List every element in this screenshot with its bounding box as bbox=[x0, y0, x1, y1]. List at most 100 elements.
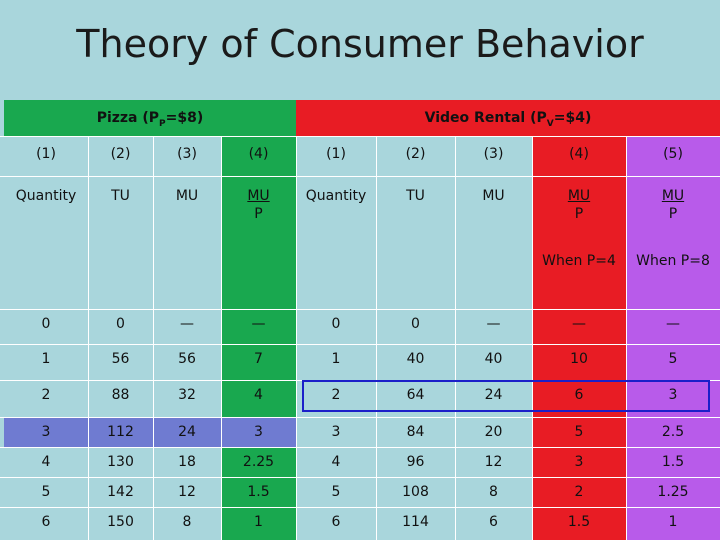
column-number: (3) bbox=[177, 146, 197, 162]
table-cell: 3 bbox=[254, 424, 263, 440]
table-cell: 142 bbox=[107, 484, 134, 500]
table-cell: 6 bbox=[41, 514, 51, 530]
table-cell: 4 bbox=[254, 387, 263, 403]
table-cell: 2 bbox=[41, 387, 51, 403]
table-cell: 0 bbox=[411, 316, 420, 332]
column-divider bbox=[153, 136, 154, 540]
table-cell: 40 bbox=[406, 351, 425, 367]
table-cell: 4 bbox=[41, 454, 51, 470]
column-number: (5) bbox=[663, 146, 683, 162]
column-denominator: P bbox=[668, 206, 678, 222]
table-cell: 1.5 bbox=[661, 454, 685, 470]
column-name: MU bbox=[567, 188, 591, 204]
table-cell: — bbox=[180, 316, 194, 332]
column-name: MU bbox=[247, 188, 270, 204]
column-divider bbox=[88, 136, 89, 540]
table-cell: 5 bbox=[574, 424, 584, 440]
column-denominator: P bbox=[574, 206, 584, 222]
column-divider bbox=[455, 136, 456, 540]
table-cell: 88 bbox=[111, 387, 130, 403]
video-columns-background bbox=[296, 136, 532, 540]
table-cell: 24 bbox=[178, 424, 196, 440]
column-number: (1) bbox=[326, 146, 346, 162]
table-cell: 6 bbox=[489, 514, 498, 530]
row-divider bbox=[0, 417, 720, 418]
table-cell: 0 bbox=[41, 316, 51, 332]
column-name: MU bbox=[661, 188, 685, 204]
column-divider bbox=[296, 136, 297, 540]
column-number: (3) bbox=[483, 146, 504, 162]
table-cell: — bbox=[666, 316, 680, 332]
column-divider bbox=[626, 136, 627, 540]
table-cell: 2.5 bbox=[661, 424, 685, 440]
table-cell: 1.25 bbox=[657, 484, 689, 500]
column-number: (4) bbox=[569, 146, 589, 162]
table-cell: — bbox=[486, 316, 501, 332]
table-cell: 12 bbox=[178, 484, 196, 500]
table-cell: 112 bbox=[107, 424, 134, 440]
video-mu-per-price-p4-column bbox=[532, 136, 626, 540]
column-name: MU bbox=[482, 188, 505, 204]
row-divider bbox=[0, 447, 720, 448]
table-cell: 18 bbox=[178, 454, 196, 470]
video-rental-header: Video Rental (PV=$4) bbox=[296, 100, 720, 136]
table-cell: 1 bbox=[254, 514, 263, 530]
table-cell: 5 bbox=[41, 484, 51, 500]
table-cell: 96 bbox=[406, 454, 425, 470]
table-cell: 12 bbox=[484, 454, 503, 470]
column-divider bbox=[221, 136, 222, 540]
table-cell: 2 bbox=[574, 484, 584, 500]
column-number: (2) bbox=[110, 146, 131, 162]
table-cell: 5 bbox=[331, 484, 341, 500]
table-cell: 56 bbox=[178, 351, 196, 367]
table-cell: 3 bbox=[331, 424, 341, 440]
table-cell: 1 bbox=[331, 351, 341, 367]
highlighted-row-pizza-3 bbox=[4, 417, 296, 447]
table-cell: 24 bbox=[484, 387, 503, 403]
table-cell: 1 bbox=[668, 514, 678, 530]
column-name: TU bbox=[111, 188, 130, 204]
table-cell: 3 bbox=[668, 387, 678, 403]
column-divider bbox=[376, 136, 377, 540]
row-divider bbox=[0, 477, 720, 478]
pizza-header: Pizza (PP=$8) bbox=[4, 100, 296, 136]
column-name: TU bbox=[406, 188, 425, 204]
table-cell: 6 bbox=[331, 514, 341, 530]
table-cell: 0 bbox=[331, 316, 341, 332]
column-number: (1) bbox=[36, 146, 56, 162]
table-cell: 8 bbox=[182, 514, 192, 530]
equilibrium-highlight-box bbox=[302, 380, 710, 412]
table-cell: 2.25 bbox=[242, 454, 275, 470]
table-cell: 3 bbox=[574, 454, 584, 470]
table-cell: 10 bbox=[570, 351, 588, 367]
table-cell: 1 bbox=[41, 351, 51, 367]
column-number: (2) bbox=[405, 146, 426, 162]
column-name: MU bbox=[175, 188, 199, 204]
table-cell: 114 bbox=[402, 514, 429, 530]
table-cell: 40 bbox=[484, 351, 503, 367]
page-title: Theory of Consumer Behavior bbox=[76, 22, 644, 66]
pizza-mu-per-price-column bbox=[221, 136, 296, 540]
row-divider bbox=[0, 507, 720, 508]
table-cell: 3 bbox=[41, 424, 51, 440]
row-divider bbox=[0, 136, 720, 137]
row-divider bbox=[0, 309, 720, 310]
table-cell: 84 bbox=[406, 424, 425, 440]
table-cell: 7 bbox=[254, 351, 263, 367]
column-name: Quantity bbox=[15, 188, 77, 204]
column-price-note: When P=4 bbox=[542, 253, 616, 269]
table-cell: 2 bbox=[331, 387, 341, 403]
video-mu-per-price-p8-column bbox=[626, 136, 720, 540]
table-cell: 150 bbox=[107, 514, 134, 530]
column-divider bbox=[532, 136, 533, 540]
table-cell: 64 bbox=[406, 387, 425, 403]
column-denominator: P bbox=[254, 206, 263, 222]
table-cell: 1.5 bbox=[567, 514, 591, 530]
column-number: (4) bbox=[248, 146, 269, 162]
column-name: Quantity bbox=[305, 188, 367, 204]
table-cell: 108 bbox=[402, 484, 429, 500]
table-cell: 1.5 bbox=[247, 484, 270, 500]
row-divider bbox=[0, 176, 720, 177]
table-cell: 32 bbox=[178, 387, 196, 403]
table-cell: 8 bbox=[489, 484, 498, 500]
